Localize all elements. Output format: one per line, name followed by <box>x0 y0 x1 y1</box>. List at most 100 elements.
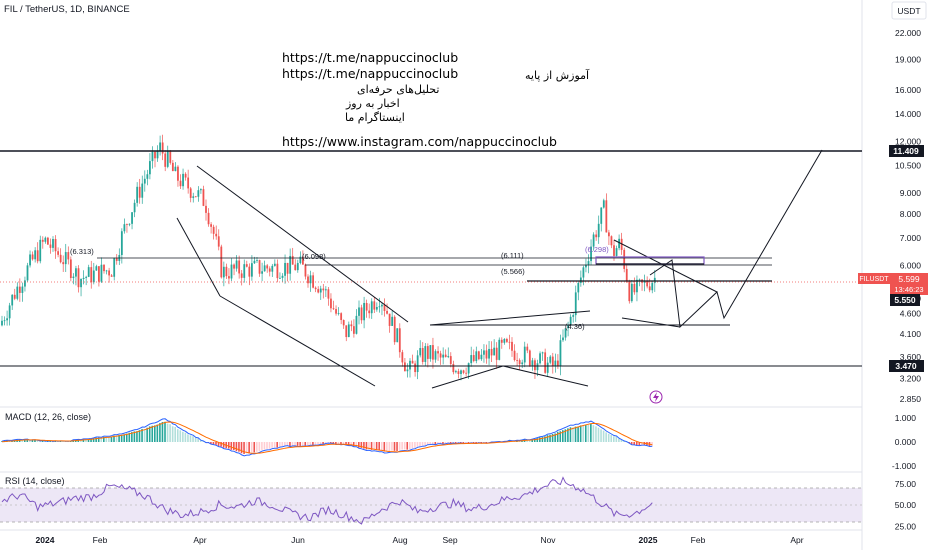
candle-body <box>419 348 422 356</box>
channel-upper-line <box>196 165 409 323</box>
candle-body <box>187 177 190 189</box>
candle-body <box>131 212 133 224</box>
macd-bar <box>544 436 546 442</box>
candle-body <box>500 339 503 343</box>
candle-body <box>523 346 526 363</box>
macd-bar <box>460 442 462 443</box>
candle-body <box>80 278 82 288</box>
macd-bar <box>159 423 161 442</box>
macd-bar <box>34 440 36 442</box>
candle-body <box>633 283 636 293</box>
candle-body <box>554 360 557 367</box>
candle-body <box>47 237 49 245</box>
macd-bar <box>597 427 600 442</box>
candle-body <box>273 263 276 266</box>
macd-bar <box>317 442 319 445</box>
macd-tick-label: 1.000 <box>895 413 917 423</box>
instagram-link[interactable]: https://www.instagram.com/nappuccinoclub <box>282 134 557 149</box>
macd-bar <box>574 426 577 442</box>
macd-bar <box>465 442 467 444</box>
price-tick-label: 16.000 <box>895 85 921 95</box>
rsi-tick-label: 50.00 <box>895 500 917 510</box>
macd-bar <box>220 442 222 447</box>
macd-bar <box>243 442 245 454</box>
candle-body <box>279 277 281 279</box>
candle-body <box>373 301 376 310</box>
candle-body <box>564 328 567 338</box>
telegram-link-1[interactable]: https://t.me/nappuccinoclub <box>282 50 458 65</box>
candle-body <box>434 351 437 360</box>
macd-bar <box>263 442 266 450</box>
candle-body <box>488 348 490 359</box>
macd-title: MACD (12, 26, close) <box>5 412 91 422</box>
candle-body <box>222 266 225 278</box>
price-tick-label: 10.500 <box>895 160 921 170</box>
macd-bar <box>299 442 301 446</box>
candle-body <box>590 246 592 262</box>
currency-button[interactable] <box>891 1 927 20</box>
candle-body <box>44 237 47 242</box>
macd-bar <box>21 439 23 442</box>
macd-bar <box>148 426 151 442</box>
candle-body <box>281 275 284 278</box>
macd-bar <box>623 441 625 442</box>
macd-bar <box>337 442 340 444</box>
candle-body <box>600 207 603 224</box>
price-tick-label: 3.200 <box>900 373 922 383</box>
macd-bar <box>546 435 549 442</box>
candle-body <box>238 260 241 274</box>
macd-bar <box>36 440 39 442</box>
candle-body <box>618 238 620 249</box>
candle-body <box>304 264 307 277</box>
macd-bar <box>340 442 342 445</box>
macd-bar <box>635 442 638 446</box>
candle-body <box>235 260 238 269</box>
candle-body <box>429 345 432 359</box>
macd-bar <box>291 442 294 446</box>
candle-body <box>360 307 363 321</box>
macd-bar <box>401 442 403 450</box>
candle-body <box>52 239 54 248</box>
macd-bar <box>363 442 365 449</box>
support-price-tag <box>889 360 924 372</box>
macd-bar <box>268 442 271 449</box>
level-label-6111: (6.111) <box>501 251 524 260</box>
candle-body <box>1 320 3 326</box>
candle-body <box>296 263 299 271</box>
macd-bar <box>638 442 641 446</box>
candle-body <box>521 362 524 365</box>
candle-body <box>6 318 8 321</box>
macd-bar <box>215 442 217 445</box>
candle-body <box>57 251 59 255</box>
macd-bar <box>151 425 154 442</box>
macd-bar <box>610 435 613 442</box>
candle-body <box>513 350 516 361</box>
macd-bar <box>403 442 406 450</box>
candle-body <box>506 338 508 342</box>
candle-body <box>253 260 256 264</box>
candle-body <box>332 308 335 310</box>
macd-bar <box>332 442 335 444</box>
macd-bar <box>559 431 562 442</box>
wedge-lower-left-line <box>431 365 504 389</box>
macd-bar <box>90 438 92 442</box>
candle-body <box>105 270 108 272</box>
candle-body <box>636 279 638 293</box>
macd-bar <box>572 427 574 442</box>
candle-body <box>299 256 302 264</box>
candle-body <box>401 352 404 363</box>
candle-body <box>189 188 192 198</box>
price-tick-label: 4.600 <box>900 308 922 318</box>
macd-bar <box>154 425 156 442</box>
candle-body <box>197 190 200 197</box>
macd-bar <box>26 439 29 442</box>
telegram-link-2[interactable]: https://t.me/nappuccinoclub <box>282 66 458 81</box>
macd-bar <box>235 442 238 452</box>
candle-body <box>477 351 480 360</box>
candle-body <box>16 286 19 299</box>
candle-body <box>511 341 513 351</box>
candle-body <box>508 341 511 343</box>
macd-bar <box>444 442 447 444</box>
candle-body <box>388 313 391 326</box>
candle-body <box>465 372 467 374</box>
